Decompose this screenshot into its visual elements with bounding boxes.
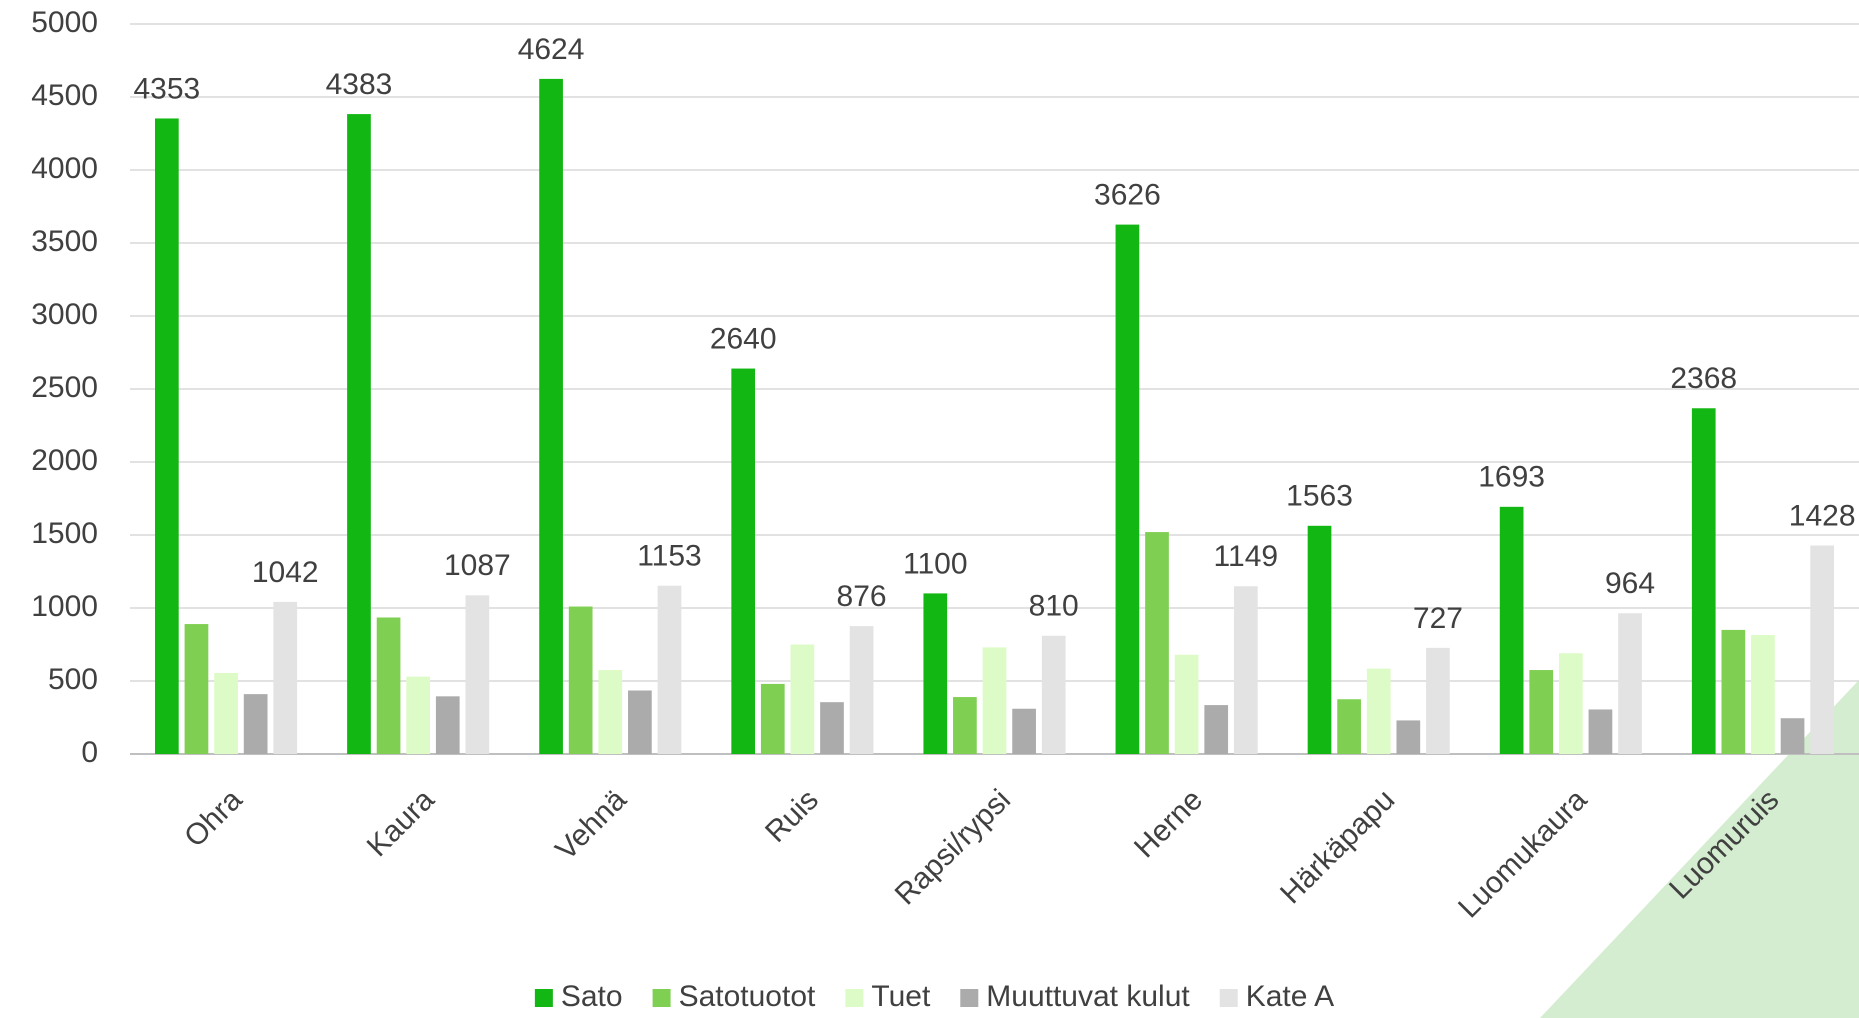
bar — [1810, 545, 1834, 754]
bar — [657, 585, 682, 754]
x-tick-label: Kaura — [361, 783, 441, 863]
data-label: 1087 — [444, 549, 511, 582]
bar — [1529, 670, 1554, 754]
legend-label: Muuttuvat kulut — [986, 980, 1190, 1013]
bar — [953, 697, 977, 754]
bar — [214, 672, 238, 754]
data-label: 727 — [1413, 602, 1463, 635]
legend-swatch — [652, 989, 671, 1007]
bar — [539, 78, 563, 755]
bar — [923, 593, 948, 754]
bar — [184, 624, 209, 754]
legend-label: Tuet — [871, 980, 931, 1013]
x-tick-label: Härkäpapu — [1274, 783, 1401, 910]
bar — [347, 114, 371, 754]
data-label: 876 — [837, 580, 887, 613]
legend-label: Kate A — [1246, 980, 1334, 1013]
bar — [820, 702, 844, 754]
bar — [1558, 653, 1583, 754]
data-label: 1563 — [1286, 480, 1353, 513]
bar — [1041, 635, 1066, 754]
data-label: 4353 — [133, 72, 200, 105]
bar — [1499, 506, 1524, 754]
bar — [1721, 629, 1746, 754]
data-label: 4383 — [326, 68, 393, 101]
legend-label: Satotuotot — [679, 980, 816, 1013]
legend-swatch — [960, 989, 979, 1007]
data-label: 3626 — [1094, 179, 1161, 212]
x-tick-label: Ruis — [759, 783, 825, 849]
legend-swatch — [845, 989, 864, 1007]
bar — [1174, 654, 1199, 754]
y-tick-label: 0 — [81, 736, 98, 769]
bar — [1307, 525, 1332, 754]
bar — [465, 595, 490, 754]
bar — [628, 690, 652, 754]
bar — [731, 368, 756, 754]
y-tick-label: 2000 — [31, 444, 98, 477]
bar — [1588, 709, 1613, 754]
bar — [1426, 647, 1450, 754]
legend-label: Sato — [561, 980, 623, 1013]
bar — [155, 118, 179, 755]
bar — [1366, 668, 1391, 754]
bar — [790, 644, 815, 754]
y-tick-label: 3000 — [31, 298, 98, 331]
x-tick-label: Ohra — [178, 783, 249, 854]
bar — [1780, 718, 1805, 754]
y-tick-label: 4500 — [31, 79, 98, 112]
legend-swatch — [534, 989, 553, 1007]
bar — [568, 606, 593, 754]
bar — [243, 694, 268, 754]
bar — [406, 676, 431, 754]
legend-swatch — [1219, 989, 1238, 1007]
y-tick-label: 5000 — [31, 6, 98, 39]
x-tick-label: Luomukaura — [1452, 783, 1593, 924]
data-label: 1693 — [1478, 461, 1545, 494]
bar — [760, 683, 785, 754]
bar — [598, 670, 623, 754]
data-label: 810 — [1029, 590, 1079, 623]
bar — [1145, 532, 1169, 754]
decoration — [1540, 680, 1859, 1018]
bar — [1233, 586, 1258, 754]
data-label: 1100 — [903, 547, 968, 580]
data-label: 964 — [1605, 567, 1655, 600]
bar — [1751, 635, 1775, 754]
y-tick-label: 1000 — [31, 590, 98, 623]
bar — [1012, 708, 1036, 754]
bar — [435, 696, 460, 754]
y-tick-label: 500 — [48, 663, 98, 696]
bar — [1337, 699, 1361, 754]
bar — [1396, 720, 1421, 754]
y-tick-label: 1500 — [31, 517, 98, 550]
x-tick-label: Rapsi/rypsi — [889, 783, 1017, 911]
bar — [273, 601, 298, 754]
data-label: 1149 — [1214, 540, 1279, 573]
x-tick-label: Vehnä — [549, 783, 633, 867]
bar — [1618, 613, 1642, 754]
data-label: 1428 — [1789, 499, 1856, 532]
bar — [1115, 224, 1140, 754]
bar — [849, 626, 874, 754]
y-tick-label: 3500 — [31, 225, 98, 258]
bar — [1204, 705, 1229, 754]
x-tick-label: Herne — [1128, 783, 1209, 864]
data-label: 1042 — [252, 556, 319, 589]
data-label: 4624 — [518, 33, 585, 66]
data-label: 1153 — [637, 540, 702, 573]
bar — [376, 617, 401, 754]
y-tick-label: 4000 — [31, 152, 98, 185]
y-tick-label: 2500 — [31, 371, 98, 404]
data-label: 2368 — [1670, 362, 1737, 395]
bar — [1691, 408, 1716, 754]
bar — [982, 647, 1007, 754]
data-label: 2640 — [710, 322, 777, 355]
